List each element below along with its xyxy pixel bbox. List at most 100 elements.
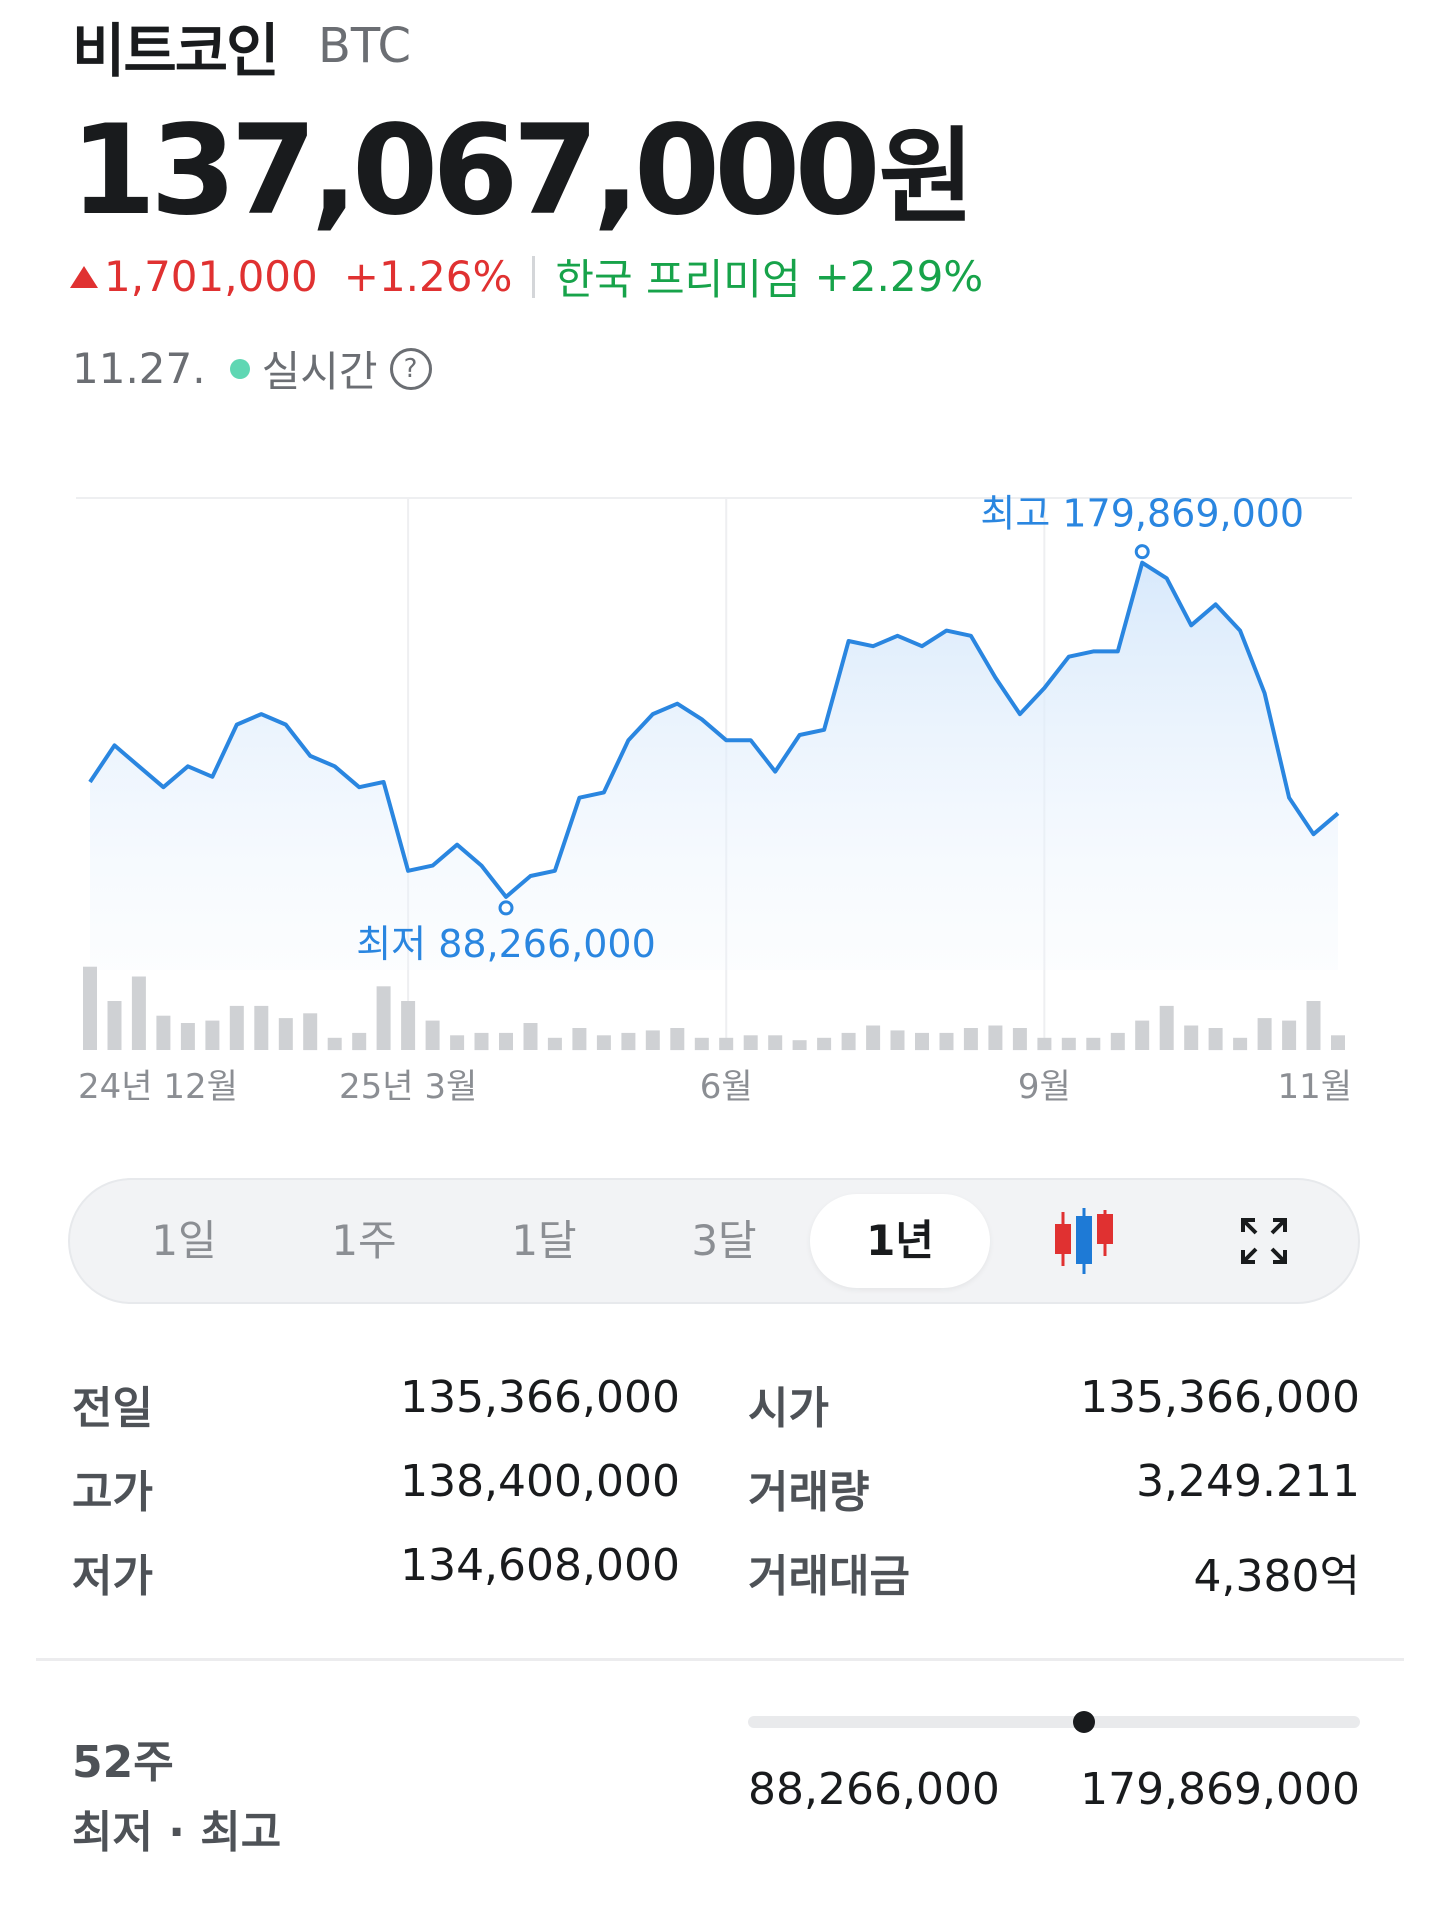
prev-close-value: 135,366,000	[400, 1372, 680, 1423]
expand-icon[interactable]	[1204, 1194, 1324, 1288]
section-divider	[36, 1658, 1404, 1661]
period-selector: 1일 1주 1달 3달 1년	[68, 1178, 1360, 1304]
volume-bar	[890, 1030, 905, 1050]
volume-bar	[107, 1001, 122, 1050]
high-label: 최고 179,869,000	[980, 492, 1304, 536]
volume-bar	[572, 1028, 587, 1051]
week52-label: 52주	[72, 1737, 174, 1788]
volume-bar	[1233, 1037, 1248, 1051]
price-chart[interactable]: 최고 179,869,000 최저 88,266,000 24년 12월 25년 3…	[0, 480, 1440, 1130]
volume-bar	[1037, 1037, 1052, 1051]
volume-bars	[83, 966, 1345, 1051]
candlestick-icon[interactable]	[1024, 1194, 1144, 1288]
tab-1year[interactable]: 1년	[810, 1194, 990, 1288]
volume-bar	[1282, 1020, 1297, 1050]
price-unit: 원	[878, 116, 975, 238]
prev-close-label: 전일	[72, 1383, 153, 1434]
volume-bar	[499, 1032, 513, 1051]
volume-bar	[352, 1032, 367, 1051]
volume-bar	[156, 1015, 171, 1050]
low-marker	[498, 900, 514, 916]
volume-bar	[131, 976, 146, 1050]
change-percent: +1.26%	[343, 252, 513, 301]
price-area	[90, 562, 1338, 970]
volume-bar	[1257, 1018, 1272, 1050]
turnover-value: 4,380억	[1193, 1551, 1360, 1602]
high-value: 138,400,000	[400, 1456, 680, 1507]
coin-name: 비트코인	[72, 17, 279, 85]
volume-bar	[278, 1018, 293, 1050]
volume-bar	[1012, 1028, 1027, 1051]
chart-line	[88, 560, 1340, 899]
volume-bar	[1061, 1037, 1076, 1051]
volume-bar	[1135, 1020, 1150, 1050]
volume-bar	[1110, 1032, 1125, 1051]
x-axis-label: 24년 12월	[78, 1067, 238, 1107]
volume-bar	[694, 1037, 709, 1051]
low-value: 134,608,000	[400, 1540, 680, 1591]
volume-bar	[596, 1035, 611, 1050]
tab-1week[interactable]: 1주	[331, 1216, 397, 1265]
volume-bar	[327, 1037, 342, 1051]
volume-bar	[180, 1023, 195, 1050]
volume-bar	[1086, 1037, 1101, 1051]
volume-bar	[670, 1028, 685, 1051]
live-dot-icon	[229, 358, 250, 379]
x-axis-label: 9월	[1018, 1067, 1071, 1107]
volume-bar	[792, 1040, 807, 1050]
x-axis-labels: 24년 12월 25년 3월 6월 9월 11월	[78, 1067, 1352, 1107]
volume-bar	[450, 1035, 465, 1050]
low-label: 최저 88,266,000	[356, 922, 656, 966]
open-value: 135,366,000	[1080, 1372, 1360, 1423]
chart-area-fill	[90, 562, 1338, 970]
week52-high: 179,869,000	[1080, 1764, 1360, 1815]
volume-bar	[401, 1001, 416, 1050]
volume-bar	[523, 1023, 538, 1050]
open-label: 시가	[748, 1383, 829, 1434]
tab-1month[interactable]: 1달	[511, 1216, 577, 1265]
volume-value: 3,249.211	[1136, 1456, 1360, 1507]
high-label: 고가	[72, 1467, 153, 1518]
volume-bar	[866, 1025, 881, 1050]
current-price: 137,067,000원	[70, 92, 974, 243]
volume-bar	[743, 1035, 758, 1050]
volume-bar	[1208, 1028, 1223, 1051]
x-axis-label: 6월	[700, 1067, 753, 1107]
volume-bar	[915, 1032, 929, 1051]
change-amount: 1,701,000	[104, 252, 318, 301]
volume-bar	[963, 1028, 978, 1051]
volume-bar	[768, 1035, 783, 1050]
high-marker	[1134, 544, 1150, 560]
volume-bar	[841, 1032, 856, 1051]
volume-bar	[817, 1037, 832, 1051]
chart-markers: 최고 179,869,000 최저 88,266,000	[356, 492, 1304, 966]
volume-bar	[474, 1032, 489, 1051]
volume-bar	[1331, 1035, 1345, 1050]
turnover-label: 거래대금	[748, 1551, 910, 1602]
price-value: 137,067,000	[70, 99, 881, 243]
live-label: 실시간	[261, 347, 378, 396]
volume-bar	[1306, 1001, 1321, 1050]
price-change-row: 1,701,000 +1.26% 한국 프리미엄 +2.29%	[70, 246, 983, 307]
date-text: 11.27.	[72, 344, 206, 393]
x-axis-label: 11월	[1277, 1067, 1352, 1107]
week52-range-track	[748, 1716, 1360, 1728]
volume-bar	[621, 1032, 636, 1051]
volume-label: 거래량	[748, 1467, 870, 1518]
volume-bar	[547, 1037, 562, 1051]
tab-1day[interactable]: 1일	[151, 1216, 217, 1265]
tab-3months[interactable]: 3달	[691, 1216, 757, 1265]
premium-value: +2.29%	[814, 252, 984, 301]
volume-bar	[83, 966, 97, 1050]
volume-bar	[988, 1025, 1003, 1050]
week52-low: 88,266,000	[748, 1764, 1000, 1815]
up-triangle-icon	[70, 265, 98, 288]
volume-bar	[303, 1013, 318, 1051]
volume-bar	[205, 1020, 220, 1050]
volume-bar	[376, 986, 391, 1050]
week52-sublabel: 최저 · 최고	[72, 1807, 282, 1858]
volume-bar	[719, 1037, 734, 1051]
volume-bar	[1184, 1025, 1199, 1050]
volume-bar	[425, 1020, 440, 1050]
help-icon[interactable]: ?	[389, 347, 432, 390]
